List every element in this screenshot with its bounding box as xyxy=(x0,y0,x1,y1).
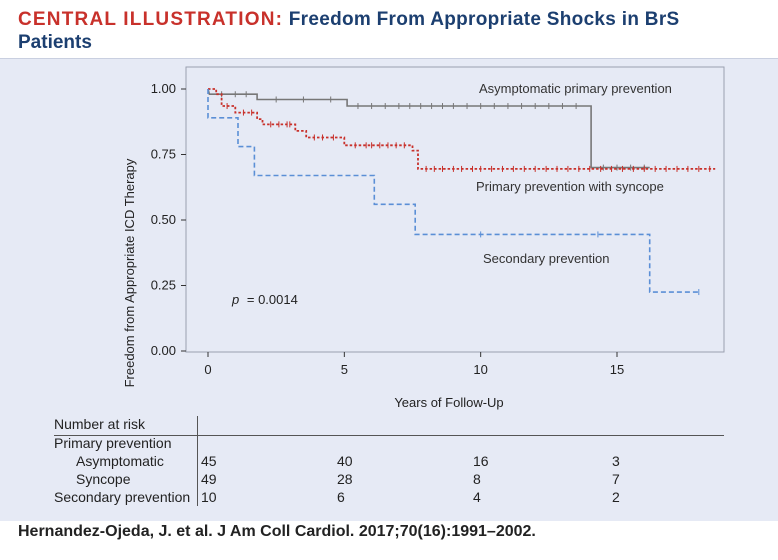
risk-group-primary: Primary prevention xyxy=(54,435,172,451)
legend-asymptomatic: Asymptomatic primary prevention xyxy=(479,81,672,96)
citation: Hernandez-Ojeda, J. et al. J Am Coll Car… xyxy=(18,523,536,540)
risk-value: 2 xyxy=(612,489,620,505)
risk-value: 28 xyxy=(337,471,353,487)
km-chart: 0.00 0.25 0.50 0.75 1.00 0 5 10 15 Freedom from … xyxy=(122,66,725,410)
risk-value: 3 xyxy=(612,453,620,469)
central-illustration-label: CENTRAL ILLUSTRATION: xyxy=(18,9,284,30)
risk-value: 7 xyxy=(612,471,620,487)
risk-value: 4 xyxy=(473,489,481,505)
series-asymptomatic-line xyxy=(207,88,650,169)
x-tick-label: 0 xyxy=(204,362,211,377)
risk-table-divider xyxy=(54,435,724,436)
header-title: Freedom From Appropriate Shocks in BrS xyxy=(288,9,680,30)
series-syncope-line xyxy=(208,88,716,170)
illustration-header: CENTRAL ILLUSTRATION: Freedom From Appro… xyxy=(0,0,778,58)
y-axis-label: Freedom from Appropriate ICD Therapy xyxy=(122,158,137,387)
risk-value: 40 xyxy=(337,453,353,469)
risk-value: 45 xyxy=(201,453,217,469)
figure-panel: 0.00 0.25 0.50 0.75 1.00 0 5 10 15 Freedom from … xyxy=(0,58,778,521)
risk-table-vertical-rule xyxy=(197,416,198,506)
p-value: = 0.0014 xyxy=(247,292,298,307)
series-layer xyxy=(207,88,716,296)
risk-value: 6 xyxy=(337,489,345,505)
risk-value: 16 xyxy=(473,453,489,469)
x-tick-label: 15 xyxy=(610,362,624,377)
legend-syncope: Primary prevention with syncope xyxy=(476,179,664,194)
x-tick-label: 10 xyxy=(473,362,487,377)
axes-layer: 0.00 0.25 0.50 0.75 1.00 0 5 10 15 xyxy=(151,66,725,377)
header-title-line1: CENTRAL ILLUSTRATION: Freedom From Appro… xyxy=(18,9,680,31)
y-tick-label: 0.50 xyxy=(151,212,176,227)
y-tick-label: 0.00 xyxy=(151,343,176,358)
risk-row-label-secondary: Secondary prevention xyxy=(54,489,191,505)
risk-row-label-asymptomatic: Asymptomatic xyxy=(76,453,164,469)
risk-value: 8 xyxy=(473,471,481,487)
p-value-annotation: p = 0.0014 xyxy=(231,292,298,307)
legend-secondary: Secondary prevention xyxy=(483,251,609,266)
header-title-line2: Patients xyxy=(18,32,92,53)
risk-row-label-syncope: Syncope xyxy=(76,471,131,487)
risk-table-title: Number at risk xyxy=(54,416,146,432)
y-tick-label: 1.00 xyxy=(151,81,176,96)
p-symbol: p xyxy=(231,292,239,307)
series-secondary-line xyxy=(207,89,699,293)
risk-value: 49 xyxy=(201,471,217,487)
plot-frame xyxy=(185,66,725,353)
y-tick-label: 0.75 xyxy=(151,147,176,162)
risk-value: 10 xyxy=(201,489,217,505)
x-tick-label: 5 xyxy=(341,362,348,377)
y-tick-label: 0.25 xyxy=(151,278,176,293)
x-axis-label: Years of Follow-Up xyxy=(394,395,503,410)
